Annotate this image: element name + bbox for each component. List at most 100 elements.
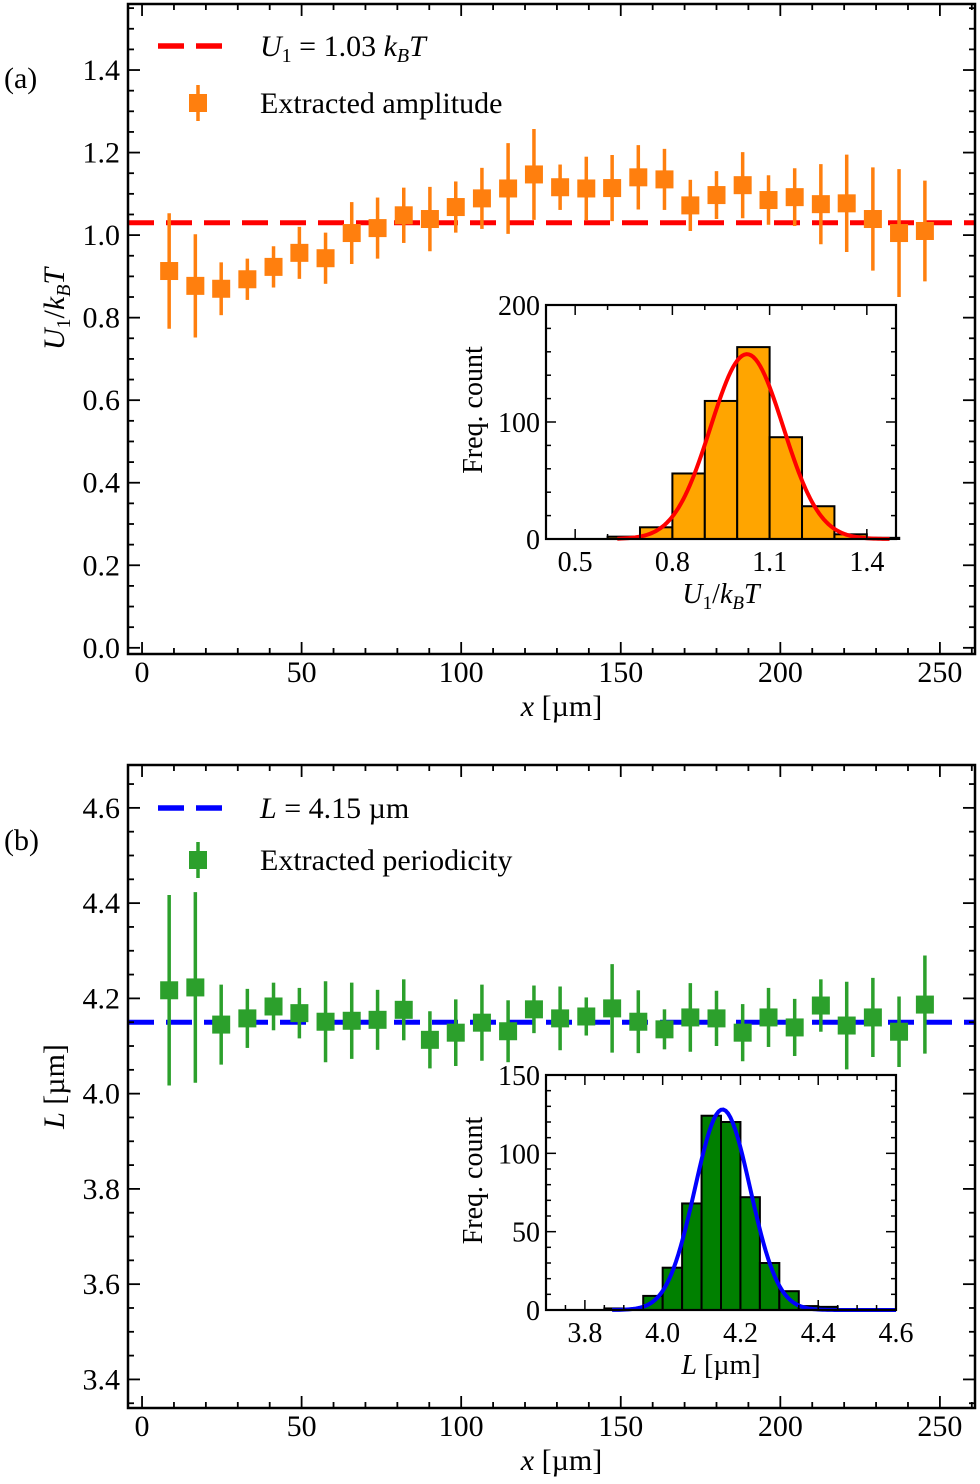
inset-y-tick-label: 200 [498, 291, 540, 322]
legend-marker [189, 851, 207, 869]
data-point [472, 167, 491, 229]
y-label-k: k [38, 296, 71, 310]
marker-square [316, 249, 335, 268]
marker-square [446, 1023, 465, 1042]
y-label-L: L [38, 1112, 71, 1130]
inset-x-tick-label: 4.2 [723, 1318, 758, 1349]
marker-square [863, 210, 882, 229]
y-label-unit: [µm] [38, 1044, 71, 1112]
marker-square [394, 1000, 413, 1019]
y-tick-label: 0.0 [83, 632, 121, 665]
legend-series-label: Extracted amplitude [260, 87, 502, 120]
y-tick-label: 1.2 [83, 137, 121, 170]
data-point [499, 1000, 518, 1063]
marker-square [681, 1008, 700, 1027]
marker-square [212, 279, 231, 298]
inset-x-label-slash: / [712, 579, 720, 610]
legend-value: = 1.03 [292, 30, 384, 63]
data-point [785, 998, 804, 1057]
y-label-ksub: B [53, 285, 75, 297]
data-point [915, 180, 934, 282]
marker-square [837, 1016, 856, 1035]
x-tick-label: 250 [917, 1410, 962, 1443]
marker-square [629, 168, 648, 187]
legend-L: L [259, 792, 277, 825]
marker-square [499, 179, 518, 198]
data-point [785, 168, 804, 227]
data-point [551, 986, 570, 1051]
data-point [837, 154, 856, 253]
marker-square [733, 176, 752, 195]
legend-k: k [384, 30, 398, 63]
data-point [446, 999, 465, 1067]
data-point [577, 156, 596, 221]
x-tick-label: 0 [135, 656, 150, 689]
data-point [420, 186, 439, 252]
data-point [342, 982, 361, 1059]
data-point [316, 232, 335, 284]
x-tick-label: 200 [758, 656, 803, 689]
data-point [186, 892, 205, 1083]
data-point [837, 981, 856, 1070]
marker-square [655, 170, 674, 189]
marker-square [186, 978, 205, 997]
marker-square [238, 1009, 257, 1028]
x-axis-label-unit: [µm] [534, 1444, 602, 1477]
inset-x-tick-label: 4.0 [645, 1318, 680, 1349]
marker-square [499, 1022, 518, 1041]
marker-square [681, 196, 700, 215]
y-label-slash: / [38, 309, 71, 318]
marker-square [524, 165, 543, 184]
y-tick-label: 3.4 [83, 1363, 121, 1396]
marker-square [368, 1010, 387, 1029]
histogram-bar [681, 1202, 703, 1312]
data-point [499, 143, 518, 234]
inset-histogram: 3.8 4.0 4.2 4.4 4.6 0 50 100 150 Freq. count L [µm… [458, 1061, 914, 1381]
data-point [264, 982, 283, 1031]
data-point [863, 977, 882, 1057]
data-point [368, 197, 387, 259]
data-point [681, 983, 700, 1052]
legend-reference-label: L = 4.15 µm [259, 792, 409, 825]
marker-square [420, 1030, 439, 1049]
data-point [420, 1011, 439, 1069]
legend-value: = 4.15 µm [277, 792, 410, 825]
panel-label: (a) [4, 62, 37, 95]
inset-x-label-unit: [µm] [697, 1350, 761, 1381]
legend-reference-label: U1 = 1.03 kBT [260, 30, 428, 67]
y-tick-label: 0.8 [83, 302, 121, 335]
marker-square [603, 179, 622, 198]
legend: L = 4.15 µm Extracted periodicity [158, 792, 512, 878]
data-point [316, 981, 335, 1063]
marker-square [264, 257, 283, 276]
x-axis-label: x [µm] [520, 1444, 602, 1477]
y-axis-label: L [µm] [38, 1044, 71, 1130]
y-axis-label: U1/kBT [38, 266, 75, 351]
data-point [863, 167, 882, 271]
marker-square [472, 1013, 491, 1032]
marker-square [394, 206, 413, 225]
data-point [238, 258, 257, 300]
marker-square [863, 1008, 882, 1027]
marker-square [342, 224, 361, 243]
inset-y-tick-label: 0 [526, 525, 540, 556]
histogram-bar [758, 1262, 781, 1311]
inset-x-axis-label: L [µm] [680, 1350, 760, 1381]
data-point [811, 164, 830, 245]
data-layer [128, 892, 975, 1086]
data-point [551, 164, 570, 210]
y-tick-label: 3.8 [83, 1173, 121, 1206]
data-point [603, 964, 622, 1053]
marker-square [707, 186, 726, 205]
inset-x-label-L: L [680, 1350, 697, 1381]
marker-square [785, 188, 804, 207]
marker-square [577, 1007, 596, 1026]
data-point [655, 1009, 674, 1050]
x-tick-label: 0 [135, 1410, 150, 1443]
inset-y-tick-label: 100 [498, 408, 540, 439]
marker-square [785, 1018, 804, 1037]
data-point [681, 179, 700, 231]
data-point [577, 997, 596, 1036]
data-point [759, 987, 778, 1047]
y-tick-label: 3.6 [83, 1268, 121, 1301]
